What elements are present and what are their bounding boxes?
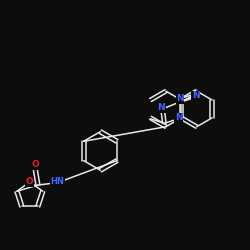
Text: N: N [192,91,200,100]
Text: N: N [175,113,182,122]
Text: N: N [176,94,184,103]
Text: HN: HN [51,176,64,186]
Text: O: O [26,177,34,186]
Text: N: N [158,103,165,112]
Text: O: O [31,160,39,169]
